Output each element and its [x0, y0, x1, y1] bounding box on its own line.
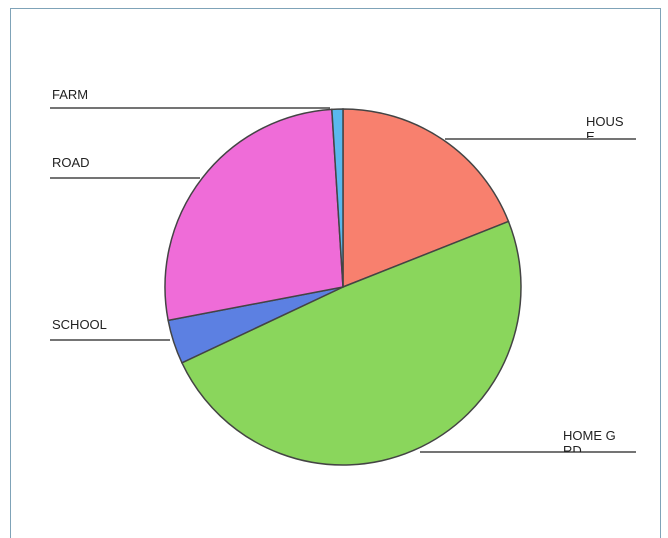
slice-label-box: FARM: [52, 87, 89, 102]
slice-label: HOME GRD: [563, 428, 616, 452]
slice-label-box: HOUSE: [586, 114, 624, 138]
slice-label-box: HOME GRD: [563, 428, 616, 452]
pie-slice: [342, 108, 510, 289]
slice-label-box: SCHOOL: [52, 317, 107, 332]
frame: [10, 8, 661, 538]
slice-label: HOUSE: [586, 114, 624, 138]
pie-slice: [164, 108, 344, 322]
slice-label: FARM: [52, 87, 89, 102]
slice-label-box: ROAD: [52, 155, 90, 170]
pie-slice: [180, 220, 522, 466]
slice-label: ROAD: [52, 155, 90, 170]
pie-slice: [331, 108, 344, 288]
slice-label: SCHOOL: [52, 317, 107, 332]
